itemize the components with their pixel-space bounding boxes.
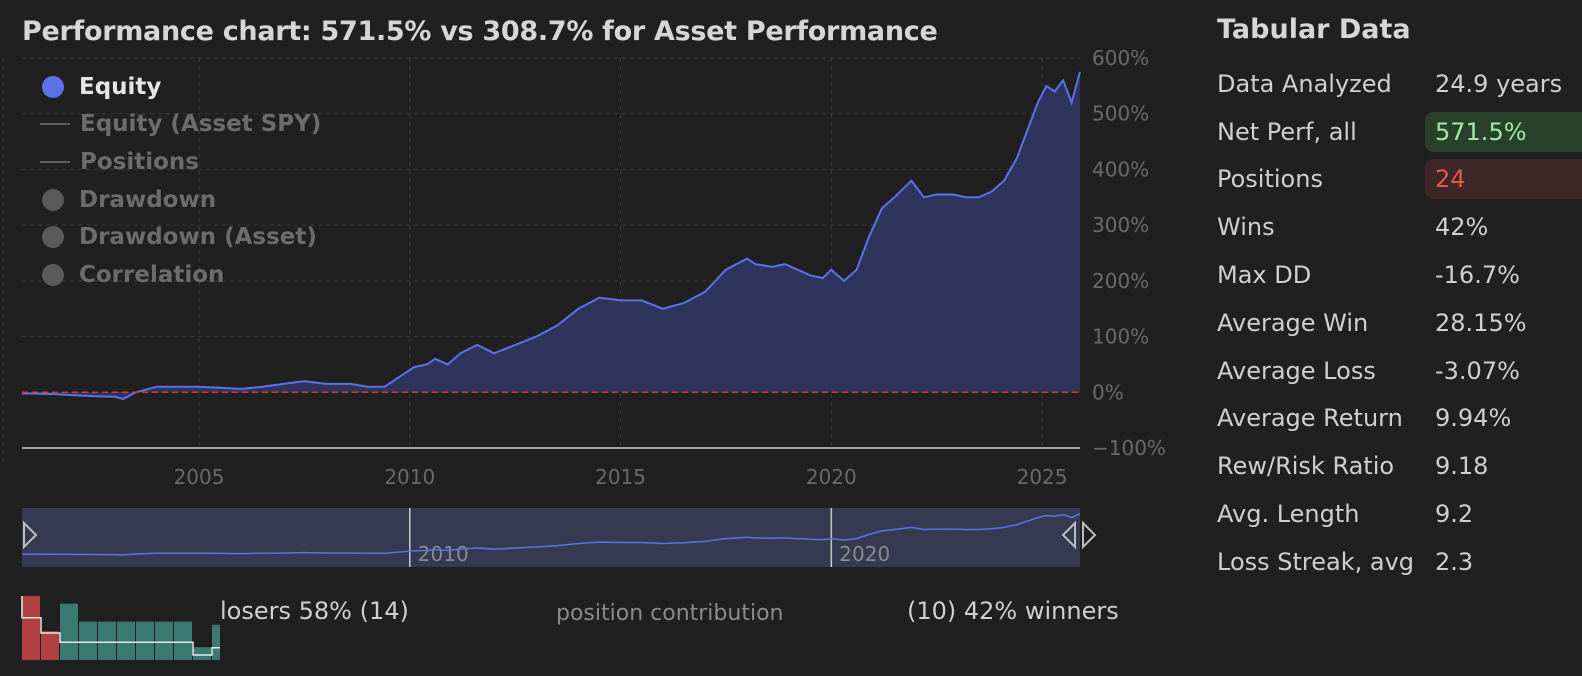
stats-value: 24 (1425, 159, 1582, 200)
stats-value: 42% (1435, 213, 1489, 242)
legend-marker-icon (40, 123, 70, 126)
histogram-bar (60, 603, 78, 660)
legend-marker-icon (42, 188, 64, 211)
stats-value: 24.9 years (1435, 69, 1563, 98)
y-tick-label: 500% (1092, 102, 1149, 126)
stats-label: Average Loss (1217, 356, 1376, 385)
x-tick-label: 2005 (174, 465, 225, 489)
stats-value: 571.5% (1425, 111, 1582, 152)
legend-label: Equity (79, 73, 162, 100)
histogram-bar (136, 621, 154, 660)
navigator-line (21, 513, 1081, 556)
histogram-bar (79, 621, 97, 660)
legend-label: Equity (Asset SPY) (80, 111, 322, 138)
chart-title: Performance chart: 571.5% vs 308.7% for … (22, 16, 938, 47)
stats-value: 9.94% (1435, 404, 1512, 433)
stats-row: Average Loss -3.07% (1217, 347, 1582, 395)
stats-row: Max DD -16.7% (1217, 251, 1582, 299)
x-tick-label: 2020 (806, 465, 857, 489)
legend-marker-icon (42, 75, 64, 98)
histogram-bar (193, 647, 211, 660)
legend-label: Drawdown (79, 186, 217, 213)
equity-line (21, 71, 1081, 401)
navigator-background (22, 508, 1080, 567)
losers-label: losers 58% (14) (220, 597, 409, 625)
histogram-bar (41, 631, 59, 660)
navigator-tick-label: 2010 (418, 542, 469, 566)
stats-row: Average Win 28.15% (1217, 299, 1582, 347)
stats-value: 2.3 (1435, 547, 1474, 576)
winners-label: (10) 42% winners (907, 597, 1119, 625)
stats-value: -3.07% (1435, 356, 1520, 385)
legend-label: Drawdown (Asset) (79, 224, 317, 251)
histogram-step-line (21, 596, 220, 656)
histogram-bar (174, 621, 192, 660)
navigator-tick-label: 2020 (839, 542, 890, 566)
legend-marker-icon (40, 160, 70, 163)
main-chart[interactable]: 600% 500% 400% 300% 200% 100% 0% −100% 2005 2010 2… (0, 50, 1200, 490)
legend-item-positions[interactable]: Positions (40, 143, 321, 181)
stats-value: 9.2 (1435, 500, 1474, 529)
left-handle-icon[interactable] (23, 520, 38, 550)
histogram-bar (22, 596, 40, 660)
legend-item-drawdown[interactable]: Drawdown (40, 181, 321, 219)
legend-label: Correlation (79, 261, 225, 288)
stats-value: 9.18 (1435, 452, 1489, 481)
stats-label: Loss Streak, avg (1217, 547, 1415, 576)
stats-label: Max DD (1217, 261, 1312, 290)
position-contribution-label: position contribution (556, 601, 784, 626)
histogram-bar (98, 621, 116, 660)
stats-label: Data Analyzed (1217, 69, 1392, 98)
y-tick-label: 300% (1092, 213, 1149, 237)
legend-item-drawdown-asset[interactable]: Drawdown (Asset) (40, 218, 321, 256)
histogram-bar (212, 624, 220, 660)
position-contribution-histogram (21, 596, 220, 660)
stats-value: 28.15% (1435, 308, 1527, 337)
stats-label: Average Return (1217, 404, 1403, 433)
stats-label: Average Win (1217, 308, 1369, 337)
legend: Equity Equity (Asset SPY) Positions Draw… (40, 68, 321, 294)
stats-row: Avg. Length 9.2 (1217, 490, 1582, 538)
stats-row: Loss Streak, avg 2.3 (1217, 538, 1582, 586)
y-tick-label: 600% (1092, 50, 1149, 70)
x-tick-label: 2015 (595, 465, 646, 489)
y-tick-label: 400% (1092, 157, 1149, 181)
legend-marker-icon (42, 226, 64, 249)
stats-label: Rew/Risk Ratio (1217, 452, 1395, 481)
stats-label: Net Perf, all (1217, 117, 1357, 146)
stats-value: -16.7% (1435, 261, 1520, 290)
stats-row: Wins 42% (1217, 203, 1582, 251)
stats-row: Data Analyzed 24.9 years (1217, 60, 1582, 108)
stats-row: Rew/Risk Ratio 9.18 (1217, 442, 1582, 490)
histogram-bar (117, 621, 135, 660)
stats-row: Net Perf, all 571.5% (1217, 108, 1582, 156)
range-navigator[interactable]: 2010 2020 (0, 505, 1110, 573)
y-tick-label: −100% (1092, 436, 1166, 460)
x-tick-label: 2010 (384, 465, 435, 489)
tabular-data-panel: Tabular Data Data Analyzed 24.9 years Net… (1217, 14, 1582, 586)
y-tick-label: 200% (1092, 269, 1149, 293)
right-handle-icon[interactable] (1061, 520, 1097, 550)
stats-row: Positions 24 (1217, 156, 1582, 204)
legend-label: Positions (80, 148, 199, 175)
legend-item-equity[interactable]: Equity (40, 68, 321, 106)
stats-label: Wins (1217, 213, 1275, 242)
y-tick-label: 100% (1092, 325, 1149, 349)
legend-marker-icon (42, 263, 64, 286)
x-tick-label: 2025 (1017, 465, 1068, 489)
legend-item-correlation[interactable]: Correlation (40, 256, 321, 294)
tabular-data-title: Tabular Data (1217, 14, 1411, 45)
equity-area (22, 71, 1080, 400)
stats-row: Average Return 9.94% (1217, 395, 1582, 443)
y-tick-label: 0% (1092, 380, 1124, 404)
legend-item-equity-asset[interactable]: Equity (Asset SPY) (40, 106, 321, 144)
stats-label: Positions (1217, 165, 1323, 194)
stats-label: Avg. Length (1217, 500, 1360, 529)
histogram-bar (155, 621, 173, 660)
